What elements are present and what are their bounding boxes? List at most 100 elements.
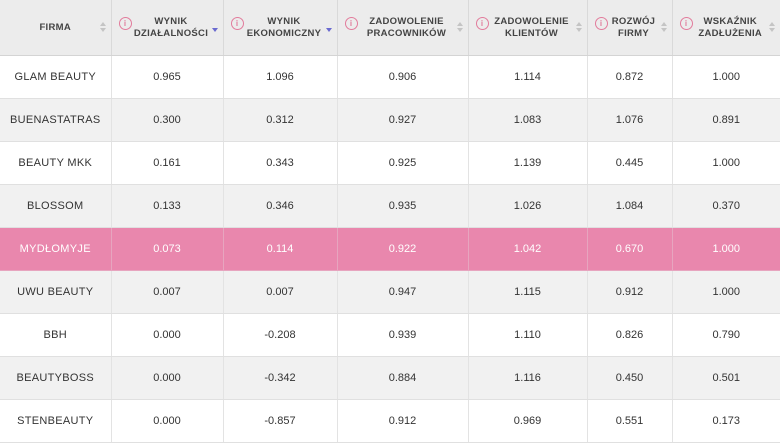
value-cell-wynik-dzialalnosci: 0.007 bbox=[111, 270, 224, 314]
sort-down-arrow-icon bbox=[660, 28, 667, 32]
column-header-rozwoj-firmy[interactable]: i Rozwój Firmy bbox=[587, 0, 673, 56]
value-cell-wynik-ekonomiczny: -0.857 bbox=[223, 399, 338, 443]
value-cell-zadowolenie-pracownikow: 0.884 bbox=[337, 356, 469, 400]
column-header-firma[interactable]: Firma bbox=[0, 0, 112, 56]
column-header-zadowolenie-klientow[interactable]: i Zadowolenie Klientów bbox=[468, 0, 588, 56]
value-cell-zadowolenie-klientow: 1.110 bbox=[468, 313, 588, 357]
column-header-label-line: Działalności bbox=[133, 27, 209, 39]
value-cell-zadowolenie-pracownikow: 0.939 bbox=[337, 313, 469, 357]
value-cell-zadowolenie-pracownikow: 0.935 bbox=[337, 184, 469, 228]
sort-down-arrow-icon bbox=[575, 28, 582, 32]
column-header-label-line: Wynik bbox=[267, 15, 301, 27]
sort-up-arrow-icon bbox=[456, 22, 463, 26]
column-header-zadowolenie-pracownikow[interactable]: i Zadowolenie Pracowników bbox=[337, 0, 469, 56]
column-header-label-line: Zadłużenia bbox=[698, 27, 763, 39]
value-cell-wynik-dzialalnosci: 0.965 bbox=[111, 55, 224, 99]
table-row[interactable]: BeautyBoss 0.000 -0.342 0.884 1.116 0.450 0.50… bbox=[0, 356, 780, 400]
value-cell-zadowolenie-pracownikow: 0.912 bbox=[337, 399, 469, 443]
value-cell-wynik-ekonomiczny: 0.114 bbox=[223, 227, 338, 271]
info-icon[interactable]: i bbox=[118, 17, 132, 30]
value-cell-rozwoj-firmy: 0.445 bbox=[587, 141, 673, 185]
column-header-label-line: Zadowolenie bbox=[369, 15, 444, 27]
column-header-label-line: Firma bbox=[39, 21, 72, 33]
column-header-label-line: Zadowolenie bbox=[494, 15, 569, 27]
column-header-label-line: Rozwój bbox=[611, 15, 656, 27]
firm-name-cell: UwU Beauty bbox=[0, 270, 112, 314]
table-row[interactable]: UwU Beauty 0.007 0.007 0.947 1.115 0.912 1.000 bbox=[0, 270, 780, 314]
column-header-label: Zadowolenie Pracowników bbox=[367, 16, 446, 40]
column-header-label-line: Firmy bbox=[617, 27, 650, 39]
info-icon[interactable]: i bbox=[594, 17, 608, 30]
sort-down-arrow-icon bbox=[769, 28, 775, 32]
table-row-highlighted[interactable]: Mydłomyje 0.073 0.114 0.922 1.042 0.670 1.000 bbox=[0, 227, 780, 271]
info-icon[interactable]: i bbox=[230, 17, 244, 30]
value-cell-zadowolenie-pracownikow: 0.925 bbox=[337, 141, 469, 185]
table-row[interactable]: Blossom 0.133 0.346 0.935 1.026 1.084 0.370 bbox=[0, 184, 780, 228]
value-cell-wynik-ekonomiczny: -0.208 bbox=[223, 313, 338, 357]
value-cell-wynik-dzialalnosci: 0.000 bbox=[111, 356, 224, 400]
value-cell-wynik-ekonomiczny: 1.096 bbox=[223, 55, 338, 99]
value-cell-zadowolenie-pracownikow: 0.922 bbox=[337, 227, 469, 271]
info-icon[interactable]: i bbox=[344, 17, 358, 30]
value-cell-wynik-dzialalnosci: 0.000 bbox=[111, 313, 224, 357]
value-cell-wynik-dzialalnosci: 0.161 bbox=[111, 141, 224, 185]
value-cell-wynik-dzialalnosci: 0.073 bbox=[111, 227, 224, 271]
sort-up-arrow-icon bbox=[660, 22, 667, 26]
table-row[interactable]: Buenastatras 0.300 0.312 0.927 1.083 1.076 0.8… bbox=[0, 98, 780, 142]
table-row[interactable]: Glam Beauty 0.965 1.096 0.906 1.114 0.872 1.00… bbox=[0, 55, 780, 99]
column-header-label-line: Wskaźnik bbox=[703, 15, 758, 27]
sort-desc-icon[interactable] bbox=[211, 22, 219, 34]
value-cell-wskaznik-zadluzenia: 0.370 bbox=[672, 184, 780, 228]
sort-down-arrow-icon bbox=[99, 28, 106, 32]
value-cell-wskaznik-zadluzenia: 1.000 bbox=[672, 141, 780, 185]
sort-up-arrow-icon bbox=[769, 22, 775, 26]
sort-icon[interactable] bbox=[456, 22, 464, 34]
firm-name-cell: Buenastatras bbox=[0, 98, 112, 142]
value-cell-wskaznik-zadluzenia: 1.000 bbox=[672, 55, 780, 99]
value-cell-wynik-ekonomiczny: 0.312 bbox=[223, 98, 338, 142]
firm-name-cell: StenBeauty bbox=[0, 399, 112, 443]
sort-icon[interactable] bbox=[660, 22, 668, 34]
value-cell-wynik-dzialalnosci: 0.133 bbox=[111, 184, 224, 228]
value-cell-rozwoj-firmy: 1.076 bbox=[587, 98, 673, 142]
info-icon[interactable]: i bbox=[679, 17, 693, 30]
sort-icon[interactable] bbox=[769, 22, 776, 34]
sort-desc-icon[interactable] bbox=[325, 22, 333, 34]
sort-icon[interactable] bbox=[575, 22, 583, 34]
value-cell-rozwoj-firmy: 1.084 bbox=[587, 184, 673, 228]
sort-up-arrow-icon bbox=[326, 22, 332, 26]
value-cell-zadowolenie-klientow: 1.139 bbox=[468, 141, 588, 185]
value-cell-zadowolenie-klientow: 1.042 bbox=[468, 227, 588, 271]
value-cell-zadowolenie-klientow: 1.114 bbox=[468, 55, 588, 99]
sort-up-arrow-icon bbox=[575, 22, 582, 26]
value-cell-zadowolenie-pracownikow: 0.906 bbox=[337, 55, 469, 99]
column-header-label-line: Ekonomiczny bbox=[246, 27, 322, 39]
column-header-label-line: Klientów bbox=[504, 27, 559, 39]
value-cell-wynik-dzialalnosci: 0.300 bbox=[111, 98, 224, 142]
firm-name-cell: Mydłomyje bbox=[0, 227, 112, 271]
value-cell-wynik-ekonomiczny: 0.343 bbox=[223, 141, 338, 185]
table-row[interactable]: BBH 0.000 -0.208 0.939 1.110 0.826 0.790 bbox=[0, 313, 780, 357]
column-header-wynik-ekonomiczny[interactable]: i Wynik Ekonomiczny bbox=[223, 0, 338, 56]
table-row[interactable]: Beauty MKK 0.161 0.343 0.925 1.139 0.445 1.000 bbox=[0, 141, 780, 185]
sort-down-arrow-icon bbox=[211, 28, 218, 32]
column-header-wskaznik-zadluzenia[interactable]: i Wskaźnik Zadłużenia bbox=[672, 0, 780, 56]
column-header-label: Firma bbox=[39, 22, 71, 34]
value-cell-wynik-ekonomiczny: 0.007 bbox=[223, 270, 338, 314]
firm-name-cell: Blossom bbox=[0, 184, 112, 228]
value-cell-zadowolenie-klientow: 1.083 bbox=[468, 98, 588, 142]
table-row[interactable]: StenBeauty 0.000 -0.857 0.912 0.969 0.551 0.17… bbox=[0, 399, 780, 443]
firm-name-cell: Beauty MKK bbox=[0, 141, 112, 185]
column-header-label-line: Wynik bbox=[154, 15, 188, 27]
column-header-label: Wynik Ekonomiczny bbox=[247, 16, 322, 40]
value-cell-wskaznik-zadluzenia: 0.173 bbox=[672, 399, 780, 443]
sort-icon[interactable] bbox=[99, 22, 107, 34]
header-row: Firma i Wynik Działalności i Wynik Ekonomiczny… bbox=[0, 0, 780, 56]
value-cell-wskaznik-zadluzenia: 1.000 bbox=[672, 227, 780, 271]
value-cell-zadowolenie-klientow: 1.026 bbox=[468, 184, 588, 228]
info-icon[interactable]: i bbox=[475, 17, 489, 30]
column-header-wynik-dzialalnosci[interactable]: i Wynik Działalności bbox=[111, 0, 224, 56]
firm-name-cell: Glam Beauty bbox=[0, 55, 112, 99]
value-cell-rozwoj-firmy: 0.912 bbox=[587, 270, 673, 314]
sort-down-arrow-icon bbox=[456, 28, 463, 32]
